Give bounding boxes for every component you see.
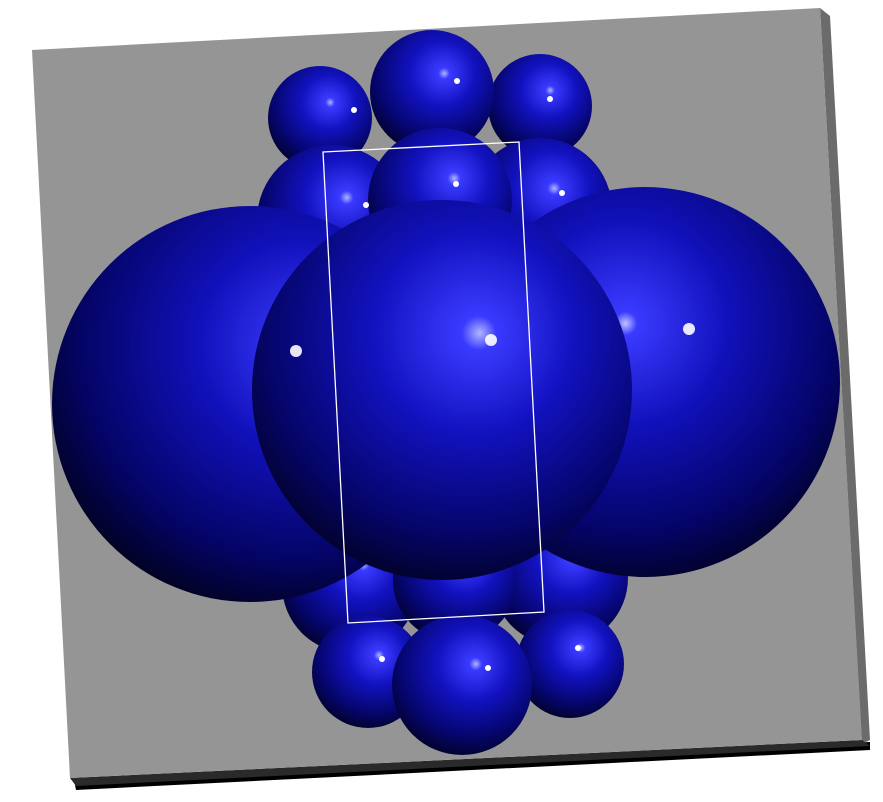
unit-cell-outline: [322, 141, 545, 624]
highlight-dot: [363, 202, 369, 208]
large-sphere-center: [252, 200, 632, 580]
small-sphere-top-left: [268, 66, 372, 170]
highlight-dot: [683, 323, 695, 335]
sphere-group-bottom: [282, 510, 628, 755]
highlight-dot: [547, 96, 553, 102]
highlight-dot: [485, 665, 491, 671]
highlight-dot: [351, 107, 357, 113]
panel-bottom-edge: [70, 740, 870, 786]
highlight-dot: [453, 181, 459, 187]
highlight-dot: [485, 334, 497, 346]
highlight-dot: [454, 78, 460, 84]
panel-right-edge: [820, 8, 870, 744]
specular-highlights: [290, 78, 695, 671]
highlight-dot: [290, 345, 302, 357]
small-sphere-bottom-right: [516, 610, 624, 718]
small-sphere-bottom-center: [392, 615, 532, 755]
highlight-dot: [379, 656, 385, 662]
highlight-dot: [559, 190, 565, 196]
small-sphere-top-center: [370, 30, 494, 154]
highlight-dot: [575, 645, 581, 651]
small-sphere-top-right: [488, 54, 592, 158]
